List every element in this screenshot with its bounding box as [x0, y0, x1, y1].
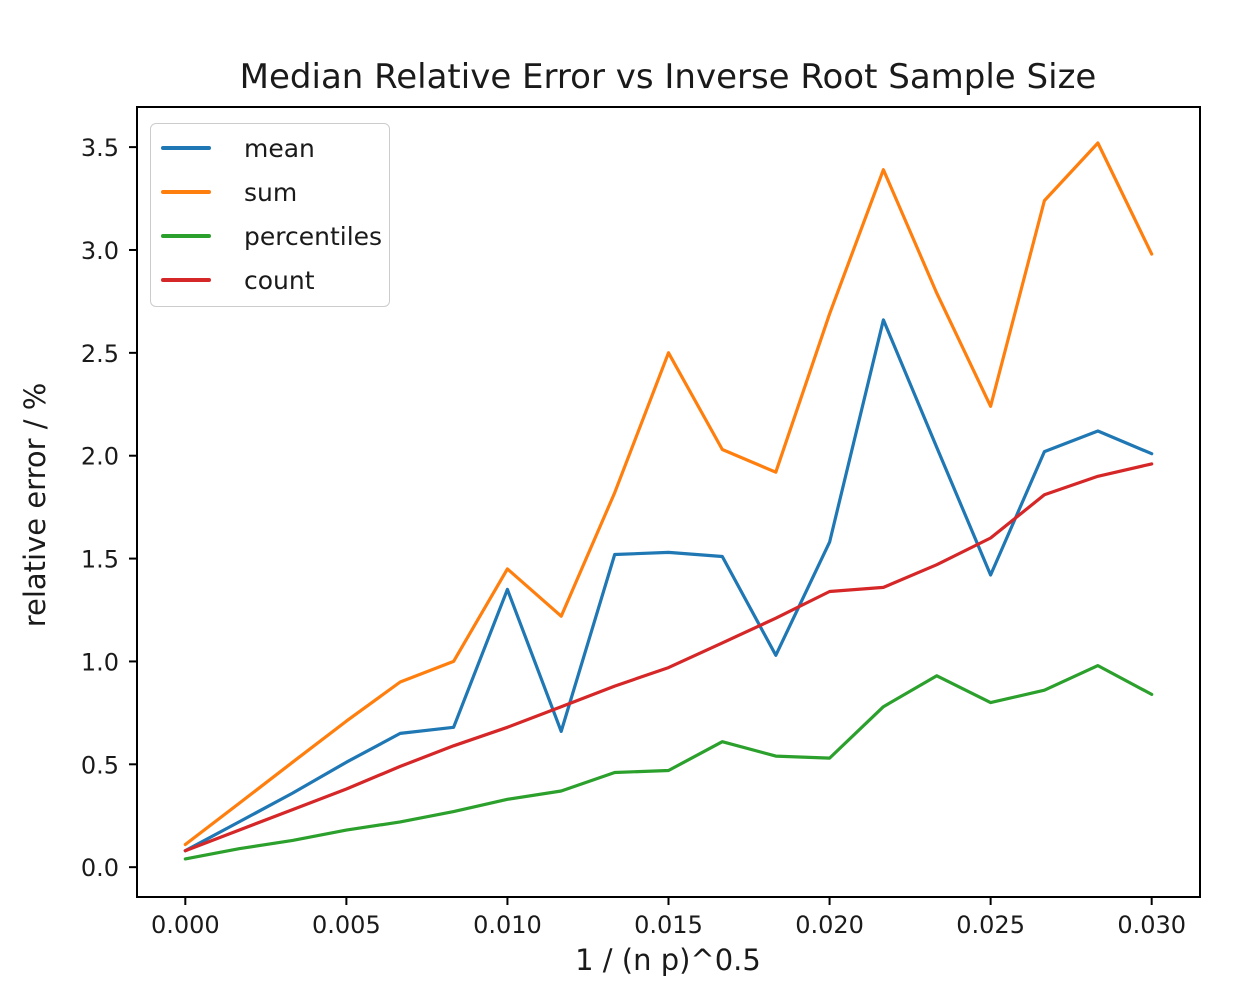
legend-item-percentiles: percentiles — [161, 214, 389, 258]
y-tick-label: 2.0 — [81, 443, 119, 471]
series-line-count — [183, 462, 1154, 853]
legend-line-swatch-count — [161, 278, 211, 282]
y-axis-ticks: 0.0 0.5 1.0 1.5 2.0 2.5 3.0 3.5 — [81, 134, 137, 882]
x-tick-label: 0.000 — [151, 911, 220, 939]
legend-item-sum: sum — [161, 170, 389, 214]
series-line-sum — [183, 141, 1154, 847]
x-tick-label: 0.025 — [956, 911, 1025, 939]
y-tick-label: 3.5 — [81, 134, 119, 162]
x-axis-label: 1 / (n p)^0.5 — [575, 943, 761, 977]
chart-title: Median Relative Error vs Inverse Root Sa… — [240, 57, 1097, 97]
x-tick-label: 0.020 — [795, 911, 864, 939]
x-tick-label: 0.005 — [312, 911, 381, 939]
x-axis-ticks: 0.000 0.005 0.010 0.015 0.020 0.025 0.030 — [151, 897, 1186, 939]
series-line-mean — [183, 318, 1154, 853]
y-tick-label: 1.5 — [81, 546, 119, 574]
series-lines — [183, 141, 1154, 861]
y-tick-label: 0.0 — [81, 854, 119, 882]
x-tick-label: 0.010 — [473, 911, 542, 939]
series-line-percentiles — [183, 663, 1154, 861]
legend: mean sum percentiles count — [150, 123, 390, 307]
legend-item-count: count — [161, 258, 389, 302]
legend-item-mean: mean — [161, 126, 389, 170]
legend-line-swatch-percentiles — [161, 234, 211, 238]
legend-label-sum: sum — [244, 177, 298, 207]
legend-label-count: count — [244, 265, 315, 295]
legend-label-mean: mean — [244, 133, 315, 163]
legend-line-swatch-mean — [161, 146, 211, 150]
y-tick-label: 1.0 — [81, 648, 119, 676]
y-tick-label: 2.5 — [81, 340, 119, 368]
y-axis-label: relative error / % — [18, 383, 52, 628]
y-tick-label: 3.0 — [81, 237, 119, 265]
x-tick-label: 0.015 — [634, 911, 703, 939]
legend-line-swatch-sum — [161, 190, 211, 194]
x-tick-label: 0.030 — [1117, 911, 1186, 939]
legend-label-percentiles: percentiles — [244, 221, 383, 251]
y-tick-label: 0.5 — [81, 751, 119, 779]
